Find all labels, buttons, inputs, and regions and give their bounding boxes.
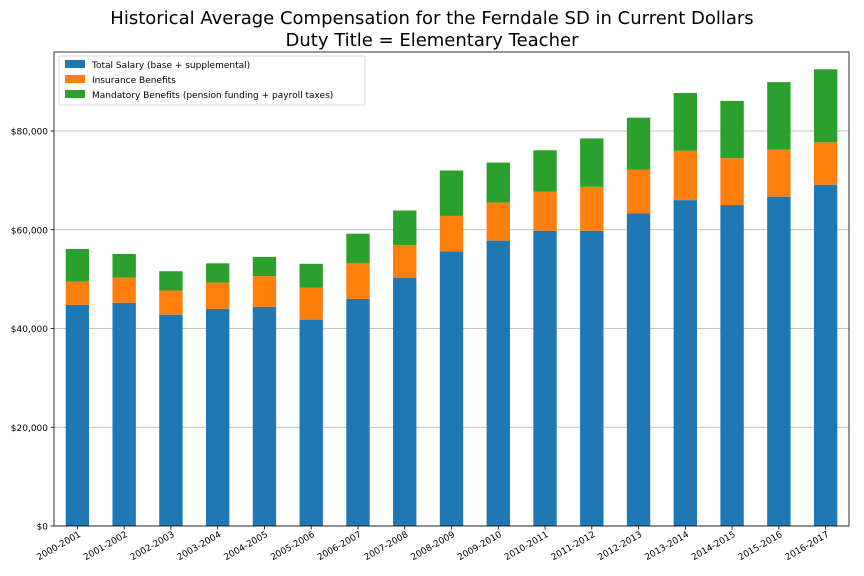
- x-tick-label: 2008-2009: [410, 530, 458, 563]
- y-tick-label: $20,000: [11, 424, 48, 434]
- legend-entry: Total Salary (base + supplemental): [91, 61, 250, 71]
- bar-segment-series-1: [720, 158, 744, 206]
- bar-segment-series-1: [439, 215, 464, 252]
- bar-segment-series-0: [626, 213, 651, 527]
- bar-segment-series-1: [673, 150, 698, 201]
- bar-segment-series-2: [673, 92, 698, 151]
- bar-segment-series-2: [393, 210, 417, 246]
- bar-segment-series-2: [580, 138, 604, 187]
- x-tick-label: 2012-2013: [597, 530, 644, 563]
- bar-segment-series-0: [767, 196, 791, 526]
- x-tick-label: 2011-2012: [550, 530, 597, 563]
- bar-segment-series-1: [205, 282, 230, 309]
- bar-segment-series-0: [533, 230, 557, 527]
- bar-segment-series-2: [626, 117, 651, 170]
- bar-segment-series-1: [580, 186, 604, 231]
- bar-segment-series-0: [112, 302, 136, 526]
- bar-segment-series-1: [393, 245, 417, 278]
- x-tick-label: 2015-2016: [737, 530, 785, 563]
- x-tick-label: 2006-2007: [316, 530, 363, 563]
- bar-segment-series-2: [252, 256, 277, 277]
- x-tick-label: 2001-2002: [82, 530, 129, 563]
- bar-segment-series-2: [439, 170, 464, 216]
- bar-segment-series-0: [720, 205, 744, 526]
- x-tick-label: 2010-2011: [503, 530, 550, 563]
- bar-segment-series-1: [65, 281, 90, 305]
- x-tick-label: 2003-2004: [176, 530, 224, 563]
- bar-segment-series-0: [205, 308, 230, 526]
- bar-segment-series-1: [159, 290, 183, 315]
- bar-segment-series-0: [673, 200, 698, 526]
- x-tick-label: 2002-2003: [129, 530, 176, 563]
- bar-segment-series-1: [533, 191, 557, 231]
- plot-frame: [53, 51, 850, 527]
- x-tick-label: 2007-2008: [363, 530, 411, 563]
- bar-segment-series-0: [346, 298, 370, 526]
- x-tick-label: 2014-2015: [690, 530, 737, 563]
- bar-segment-series-1: [767, 149, 791, 197]
- x-tick-label: 2016-2017: [784, 530, 831, 563]
- bar-segment-series-2: [65, 249, 90, 282]
- chart-title: Historical Average Compensation for the …: [110, 8, 754, 29]
- bar-segment-series-0: [299, 319, 323, 526]
- bar-segment-series-0: [252, 306, 277, 526]
- legend-swatch: [65, 75, 85, 83]
- y-tick-label: $80,000: [11, 128, 48, 138]
- chart-subtitle: Duty Title = Elementary Teacher: [285, 30, 579, 51]
- bar-segment-series-0: [159, 314, 183, 526]
- bar-segment-series-1: [299, 287, 323, 320]
- x-tick-label: 2005-2006: [269, 530, 317, 563]
- legend-entry: Mandatory Benefits (pension funding + pa…: [92, 91, 333, 101]
- legend-swatch: [65, 60, 85, 68]
- legend-swatch: [65, 90, 85, 98]
- y-tick-label: $60,000: [11, 226, 48, 236]
- x-tick-label: 2009-2010: [456, 530, 504, 563]
- bar-segment-series-1: [252, 276, 277, 307]
- bar-segment-series-0: [813, 184, 838, 526]
- y-tick-label: $0: [37, 523, 49, 533]
- bar-segment-series-2: [813, 69, 838, 143]
- bar-segment-series-1: [626, 169, 651, 214]
- bar-segment-series-1: [486, 202, 510, 241]
- bar-segment-series-2: [299, 263, 323, 288]
- bar-segment-series-2: [486, 162, 510, 203]
- bar-segment-series-0: [580, 230, 604, 527]
- bar-segment-series-2: [346, 233, 370, 264]
- bar-segment-series-2: [112, 253, 136, 278]
- legend: Total Salary (base + supplemental) Insura…: [58, 55, 366, 106]
- bar-segment-series-2: [533, 150, 557, 192]
- bar-segment-series-0: [393, 277, 417, 526]
- bar-segment-series-2: [205, 263, 230, 283]
- bar-segment-series-1: [112, 277, 136, 303]
- bar-segment-series-0: [65, 304, 90, 526]
- legend-box: [58, 55, 366, 106]
- x-tick-label: 2004-2005: [222, 530, 269, 563]
- legend-entry: Insurance Benefits: [92, 76, 176, 86]
- bar-segment-series-1: [813, 142, 838, 185]
- bar-segment-series-1: [346, 263, 370, 299]
- y-tick-label: $40,000: [11, 325, 48, 335]
- bar-segment-series-2: [159, 271, 183, 291]
- bar-segment-series-0: [439, 251, 464, 526]
- x-tick-label: 2013-2014: [643, 530, 691, 563]
- x-tick-label: 2000-2001: [35, 530, 82, 563]
- bar-segment-series-0: [486, 240, 510, 527]
- bar-segment-series-2: [720, 100, 744, 159]
- bar-segment-series-2: [767, 82, 791, 150]
